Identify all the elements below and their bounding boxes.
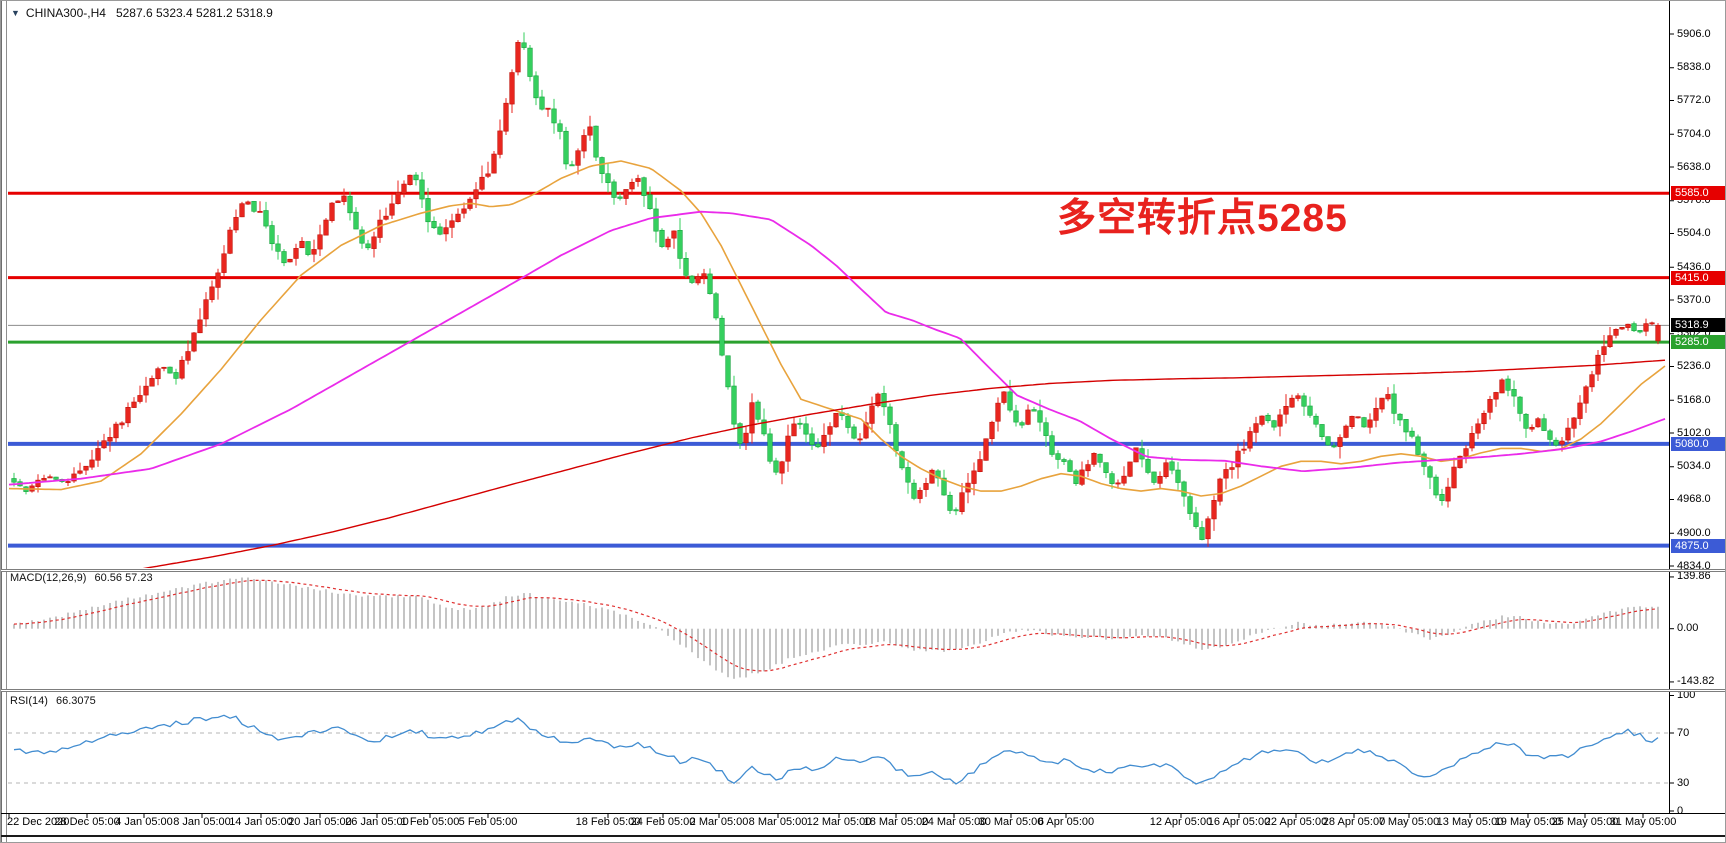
macd-pane [13,577,1659,679]
time-tick-label: 30 Mar 05:00 [978,816,1044,828]
symbol-dropdown-icon[interactable]: ▼ [11,8,20,18]
price-tick-label: 5704.0 [1677,127,1711,140]
time-tick-label: 18 Feb 05:00 [575,816,641,828]
price-tick-label: 5772.0 [1677,94,1711,106]
level-badge-4875.0: 4875.0 [1671,538,1725,553]
time-tick-label: 24 Feb 05:00 [630,816,696,828]
time-tick-label: 22 Apr 05:00 [1264,816,1328,828]
price-tick-label: 5370.0 [1677,293,1711,306]
macd-indicator-label: MACD(12,26,9) 60.56 57.23 [10,572,153,584]
rsi-indicator-label: RSI(14) 66.3075 [10,695,96,707]
macd-label-name: MACD(12,26,9) [10,572,87,584]
level-badge-5585.0: 5585.0 [1671,186,1725,201]
rsi-label-name: RSI(14) [10,695,48,707]
price-tick-label: 5034.0 [1677,460,1711,473]
time-tick-label: 8 Jan 05:00 [173,816,231,828]
price-tick-label: 5906.0 [1677,27,1711,40]
macd-tick-label: 0.00 [1677,622,1699,635]
price-tick-label: 5436.0 [1677,260,1711,273]
level-badge-5415.0: 5415.0 [1671,270,1725,285]
time-tick-label: 16 Apr 05:00 [1207,816,1271,828]
axes-frame [1,1,1725,818]
current-price-badge: 5318.9 [1671,318,1725,333]
time-tick-label: 19 May 05:00 [1494,816,1562,828]
macd-tick-label: -143.82 [1677,675,1715,688]
price-tick-label: 4834.0 [1677,559,1711,572]
rsi-tick-label: 100 [1677,689,1696,701]
time-tick-label: 8 Mar 05:00 [748,816,808,828]
macd-tick-label: 139.86 [1677,570,1711,583]
chart-ohlc-values: 5287.6 5323.4 5281.2 5318.9 [115,6,273,20]
time-tick-label: 13 May 05:00 [1436,816,1504,828]
time-tick-label: 20 Jan 05:00 [288,816,352,828]
time-tick-label: 22 Dec 2020 [7,816,70,828]
window-left-inner-border [6,1,7,842]
macd-signal-line [13,579,1659,672]
time-tick-label: 4 Jan 05:00 [115,816,173,828]
window-bottom-edge [1,835,1725,837]
price-tick-label: 5236.0 [1677,360,1711,372]
rsi-label-value: 66.3075 [55,695,96,707]
time-tick-label: 7 May 05:00 [1378,816,1440,828]
candles-layer[interactable] [11,32,1661,547]
ma-slow-line [142,359,1666,568]
time-tick-label: 12 Apr 05:00 [1149,816,1213,828]
time-tick-label: 31 May 05:00 [1609,816,1677,828]
price-tick-label: 4900.0 [1677,526,1711,539]
chart-symbol-timeframe: CHINA300-,H4 [25,6,106,20]
time-tick-label: 26 Jan 05:00 [345,816,409,828]
pane-separator-rsi[interactable] [1,689,1725,692]
rsi-line [13,714,1659,785]
price-tick-label: 4968.0 [1677,493,1711,505]
rsi-pane [8,714,1668,785]
horizontal-level-lines [8,191,1669,548]
price-tick-label: 5638.0 [1677,160,1711,173]
time-tick-label: 14 Jan 05:00 [229,816,293,828]
level-badge-5285.0: 5285.0 [1671,335,1725,350]
ma-medium-line [8,210,1666,486]
annotation-text: 多空转折点5285 [1057,197,1348,240]
window-left-border [1,1,2,842]
level-badge-5080.0: 5080.0 [1671,436,1725,451]
time-tick-label: 5 Feb 05:00 [458,816,518,828]
time-tick-label: 28 Dec 05:00 [54,816,120,828]
time-tick-label: 6 Apr 05:00 [1037,816,1095,828]
time-tick-label: 24 Mar 05:00 [921,816,987,828]
time-tick-label: 2 Mar 05:00 [689,816,749,828]
price-tick-label: 5102.0 [1677,426,1711,439]
time-tick-label: 18 Mar 05:00 [863,816,929,828]
time-tick-label: 28 Apr 05:00 [1322,816,1386,828]
macd-label-values: 60.56 57.23 [94,572,153,584]
rsi-tick-label: 30 [1677,776,1690,789]
price-tick-label: 5838.0 [1677,61,1711,74]
time-tick-label: 12 Mar 05:00 [806,816,872,828]
rsi-tick-label: 0 [1677,804,1684,817]
rsi-tick-label: 70 [1677,726,1690,739]
chart-title-bar: ▼ CHINA300-,H4 5287.6 5323.4 5281.2 5318… [11,4,273,22]
moving-averages [8,160,1666,568]
time-tick-label: 1 Feb 05:00 [400,816,460,828]
price-tick-label: 5168.0 [1677,393,1711,406]
time-tick-label: 25 May 05:00 [1551,816,1619,828]
ma-fast-line [8,160,1666,497]
price-tick-label: 5504.0 [1677,227,1711,239]
pane-separator-macd[interactable] [1,569,1725,572]
